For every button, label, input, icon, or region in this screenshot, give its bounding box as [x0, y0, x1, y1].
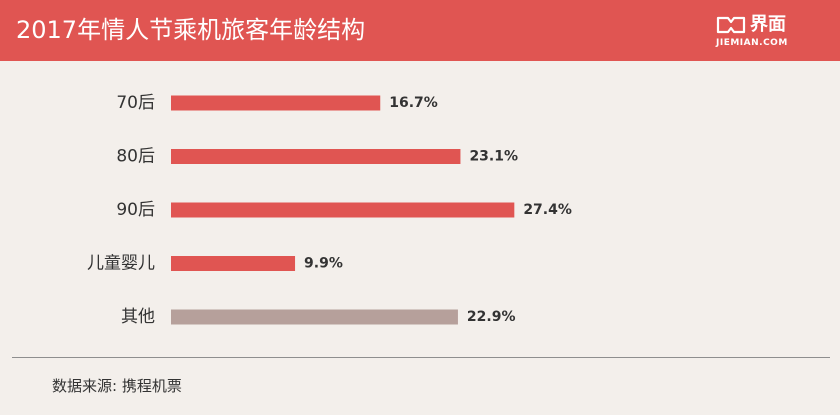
brand-domain: JIEMIAN.COM [716, 38, 788, 48]
category-label: 其他 [121, 307, 155, 327]
category-label: 80后 [116, 147, 155, 167]
source-note: 数据来源: 携程机票 [52, 377, 182, 395]
chart-title: 2017年情人节乘机旅客年龄结构 [16, 16, 366, 44]
brand-name: 界面 [750, 14, 786, 35]
brand-icon [716, 16, 746, 34]
category-label: 90后 [116, 200, 155, 220]
value-label: 9.9% [304, 256, 343, 272]
bar-chart: 70后 16.7% 80后 23.1% 90后 27.4% 儿童婴儿 9.9% 其他 22.9% [87, 93, 572, 327]
bar [171, 256, 296, 271]
value-label: 27.4% [523, 202, 572, 218]
value-label: 22.9% [467, 309, 516, 325]
category-label: 70后 [116, 93, 155, 113]
category-label: 儿童婴儿 [87, 254, 155, 274]
bar [171, 149, 461, 164]
chart-header: 2017年情人节乘机旅客年龄结构 界面 JIEMIAN.COM [0, 0, 840, 61]
footer-divider [12, 357, 830, 358]
brand-logo: 界面 JIEMIAN.COM [716, 14, 816, 48]
value-label: 23.1% [469, 149, 518, 165]
bar [171, 95, 381, 111]
value-label: 16.7% [389, 95, 438, 111]
bar [171, 202, 515, 218]
bar [171, 309, 458, 325]
